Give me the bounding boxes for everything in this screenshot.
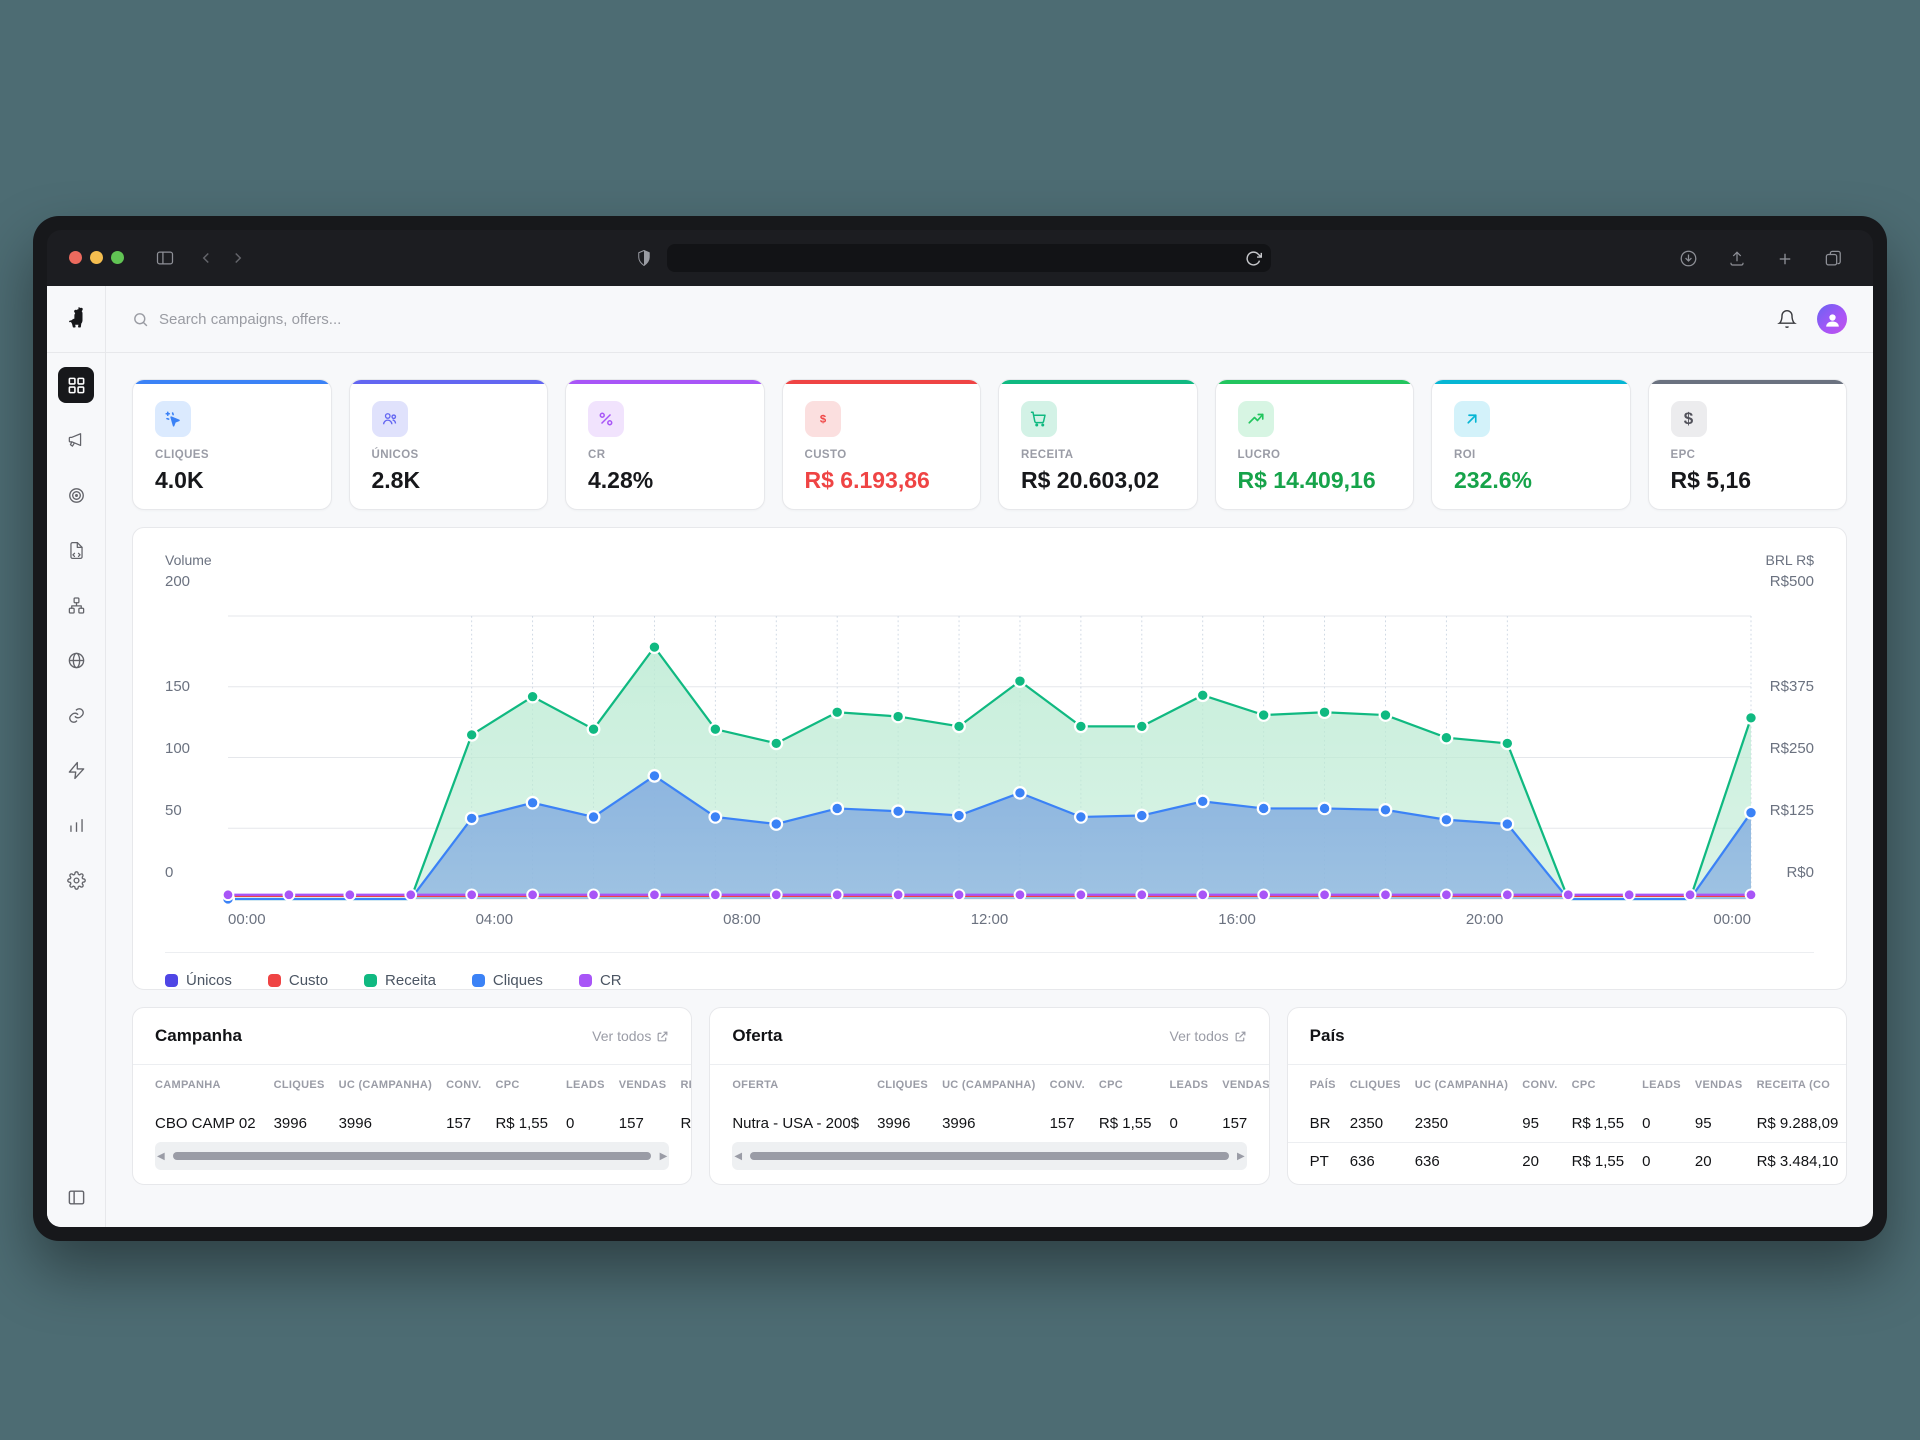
svg-text:$: $ [819,413,826,425]
